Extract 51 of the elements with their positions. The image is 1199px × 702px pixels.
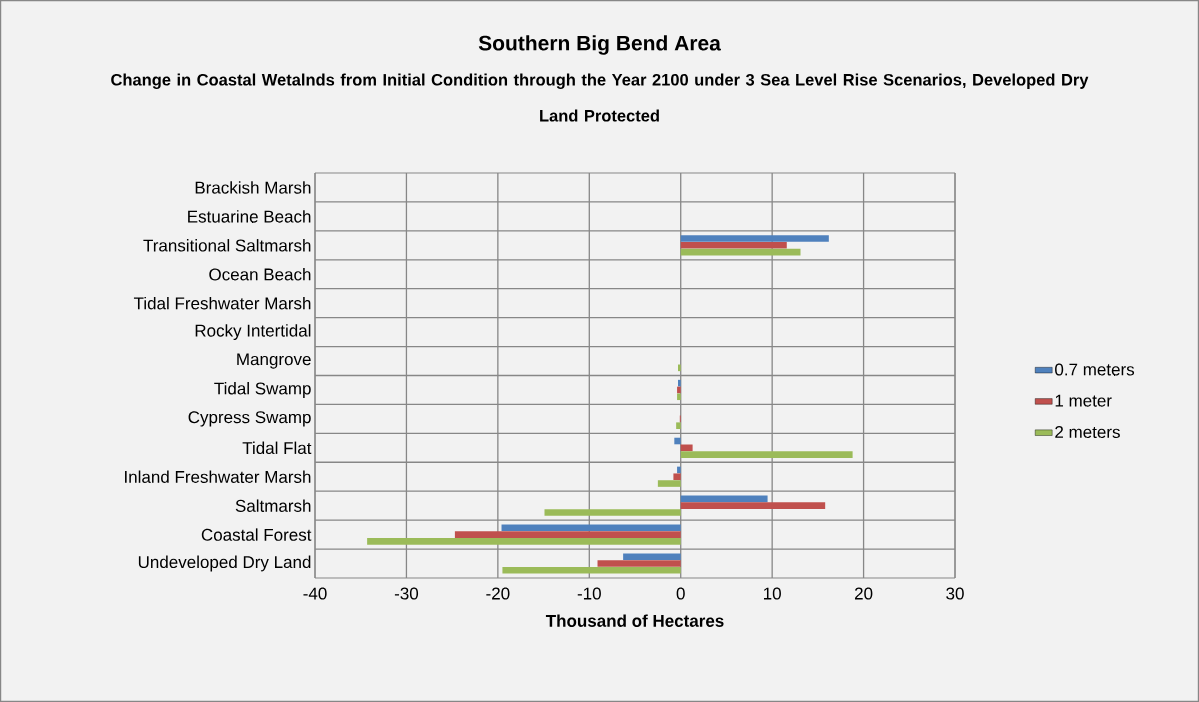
legend-label: 2 meters	[1055, 426, 1120, 439]
y-tick-label: Brackish Marsh	[195, 181, 311, 194]
x-tick-label: -20	[486, 587, 510, 600]
bar	[677, 364, 681, 372]
y-tick-label: Undeveloped Dry Land	[138, 555, 311, 572]
x-axis-title: Thousand of Hectares	[545, 614, 724, 627]
bar	[597, 560, 681, 567]
bar	[677, 466, 681, 474]
y-tick-label: Coastal Forest	[201, 528, 312, 541]
bar	[454, 531, 681, 538]
bar	[677, 386, 681, 394]
bar	[623, 553, 681, 561]
x-tick-label: 10	[763, 587, 781, 600]
text: Change in Coastal Wetalnds from Initial Condition through the Year 2100 under 3 Sea Level Rise Scenarios, Developed Dry Land Protected	[111, 73, 1089, 122]
bar	[501, 524, 681, 532]
y-tick-label: Estuarine Beach	[188, 210, 311, 223]
y-tick-label: Inland Freshwater Marsh	[125, 470, 311, 483]
x-tick-label: 20	[854, 587, 873, 600]
bar	[676, 422, 681, 429]
bar	[677, 393, 681, 401]
bar	[680, 451, 853, 458]
legend-label: 0.7 meters	[1055, 363, 1135, 376]
bar	[680, 248, 801, 256]
x-tick-label: 30	[946, 587, 964, 600]
bar	[367, 538, 681, 545]
bar	[680, 495, 768, 503]
chart-title: Southern Big Bend Area	[478, 35, 721, 55]
bar	[680, 444, 693, 452]
y-tick-label: Cypress Swamp	[188, 411, 311, 427]
x-tick-label: -30	[394, 587, 419, 600]
bar	[680, 235, 829, 242]
x-tick-label: -40	[303, 587, 327, 600]
x-tick-label: -10	[577, 587, 601, 600]
bar	[673, 473, 681, 481]
y-tick-label: Ocean Beach	[209, 268, 311, 281]
y-tick-label: Rocky Intertidal	[195, 324, 311, 341]
bar	[680, 502, 826, 509]
y-tick-label: Transitional Saltmarsh	[143, 239, 311, 252]
bar	[674, 437, 681, 445]
y-tick-label: Mangrove	[237, 353, 311, 369]
bar	[677, 379, 681, 387]
bar	[680, 242, 787, 249]
x-tick-label: 0	[676, 587, 685, 600]
bar	[657, 480, 681, 487]
bar	[502, 567, 681, 574]
bar	[544, 509, 681, 516]
y-tick-label: Tidal Swamp	[214, 382, 311, 398]
legend-label: 1 meter	[1055, 394, 1112, 407]
y-tick-label: Saltmarsh	[235, 499, 311, 512]
y-tick-label: Tidal Flat	[242, 441, 312, 455]
y-tick-label: Tidal Freshwater Marsh	[133, 296, 311, 310]
